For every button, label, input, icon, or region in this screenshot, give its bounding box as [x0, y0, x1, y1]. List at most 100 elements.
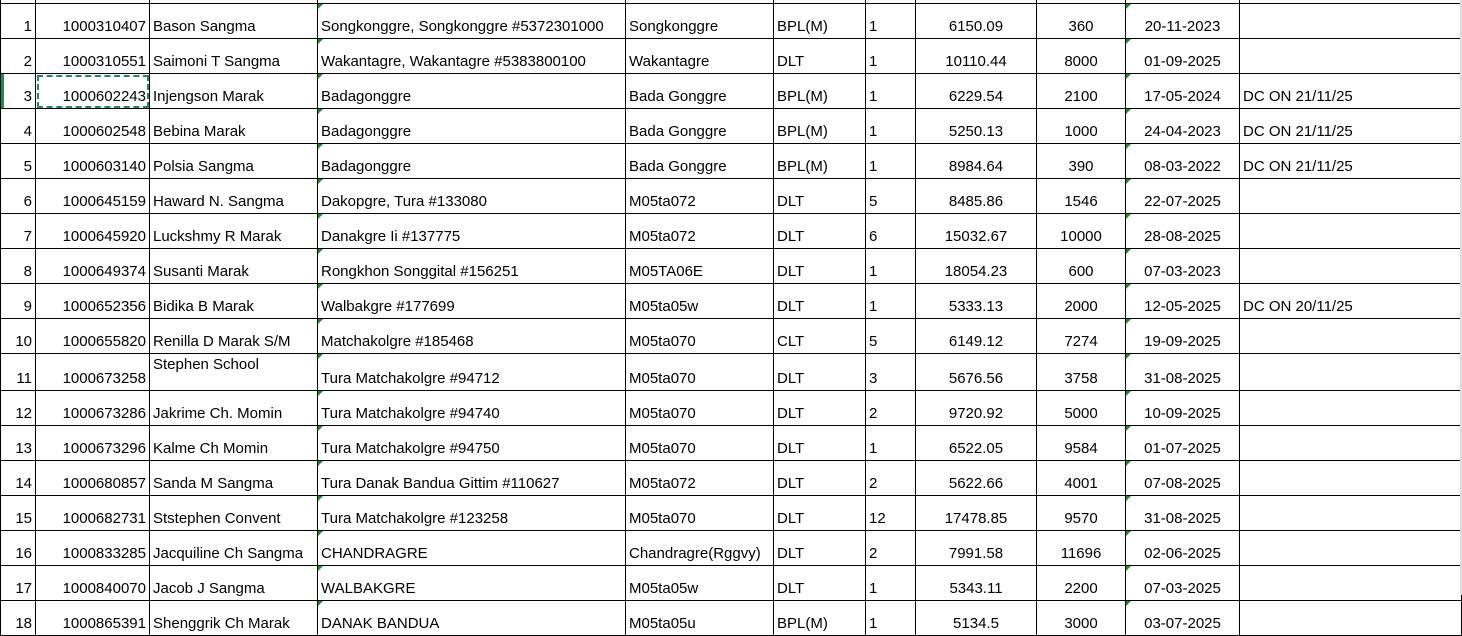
consumer-number-cell[interactable]: 1000673286	[35, 390, 150, 426]
consumer-number-cell[interactable]: 1000645920	[35, 213, 150, 249]
address-cell[interactable]: Tura Matchakolgre #94740	[317, 390, 626, 426]
load-cell[interactable]: 1	[865, 565, 916, 601]
selected-cell[interactable]: 1000602243	[35, 73, 150, 109]
consumer-number-cell[interactable]: 1000603140	[35, 143, 150, 179]
date-cell[interactable]: 20-11-2023	[1125, 3, 1240, 39]
date-cell[interactable]: 01-07-2025	[1125, 425, 1240, 461]
amount-cell[interactable]: 17478.85	[915, 495, 1037, 531]
remarks-cell[interactable]	[1239, 530, 1462, 566]
category-cell[interactable]: BPL(M)	[773, 73, 866, 109]
paid-cell[interactable]: 3000	[1036, 600, 1126, 636]
category-cell[interactable]: DLT	[773, 178, 866, 214]
date-cell[interactable]: 08-03-2022	[1125, 143, 1240, 179]
date-cell[interactable]: 01-09-2025	[1125, 38, 1240, 74]
name-cell[interactable]: Renilla D Marak S/M	[149, 318, 318, 354]
address-cell[interactable]: WALBAKGRE	[317, 565, 626, 601]
category-cell[interactable]: BPL(M)	[773, 143, 866, 179]
paid-cell[interactable]: 10000	[1036, 213, 1126, 249]
area-cell[interactable]: M05ta070	[625, 318, 774, 354]
amount-cell[interactable]: 5622.66	[915, 460, 1037, 496]
remarks-cell[interactable]	[1239, 460, 1462, 496]
name-cell[interactable]: Sanda M Sangma	[149, 460, 318, 496]
area-cell[interactable]: M05ta072	[625, 178, 774, 214]
address-cell[interactable]: Rongkhon Songgital #156251	[317, 248, 626, 284]
address-cell[interactable]: Tura Matchakolgre #94712	[317, 353, 626, 391]
area-cell[interactable]: M05ta072	[625, 460, 774, 496]
address-cell[interactable]: Danakgre Ii #137775	[317, 213, 626, 249]
category-cell[interactable]: DLT	[773, 530, 866, 566]
consumer-number-cell[interactable]: 1000680857	[35, 460, 150, 496]
area-cell[interactable]: Chandragre(Rggvy)	[625, 530, 774, 566]
paid-cell[interactable]: 2100	[1036, 73, 1126, 109]
consumer-number-cell[interactable]: 1000682731	[35, 495, 150, 531]
category-cell[interactable]: DLT	[773, 213, 866, 249]
date-cell[interactable]: 31-08-2025	[1125, 495, 1240, 531]
remarks-cell[interactable]	[1239, 565, 1462, 601]
serial-cell[interactable]: 12	[0, 390, 36, 426]
remarks-cell[interactable]	[1239, 495, 1462, 531]
remarks-cell[interactable]	[1239, 600, 1462, 636]
date-cell[interactable]: 02-06-2025	[1125, 530, 1240, 566]
load-cell[interactable]: 1	[865, 108, 916, 144]
consumer-number-cell[interactable]: 1000833285	[35, 530, 150, 566]
name-cell[interactable]: Bason Sangma	[149, 3, 318, 39]
category-cell[interactable]: BPL(M)	[773, 600, 866, 636]
date-cell[interactable]: 19-09-2025	[1125, 318, 1240, 354]
amount-cell[interactable]: 6149.12	[915, 318, 1037, 354]
consumer-number-cell[interactable]: 1000645159	[35, 178, 150, 214]
date-cell[interactable]: 28-08-2025	[1125, 213, 1240, 249]
amount-cell[interactable]: 5333.13	[915, 283, 1037, 319]
category-cell[interactable]: BPL(M)	[773, 3, 866, 39]
category-cell[interactable]: DLT	[773, 353, 866, 391]
amount-cell[interactable]: 9720.92	[915, 390, 1037, 426]
paid-cell[interactable]: 11696	[1036, 530, 1126, 566]
load-cell[interactable]: 1	[865, 38, 916, 74]
consumer-number-cell[interactable]: 1000310551	[35, 38, 150, 74]
paid-cell[interactable]: 8000	[1036, 38, 1126, 74]
load-cell[interactable]: 3	[865, 353, 916, 391]
load-cell[interactable]: 12	[865, 495, 916, 531]
name-cell[interactable]: Shenggrik Ch Marak	[149, 600, 318, 636]
name-cell[interactable]: Kalme Ch Momin	[149, 425, 318, 461]
address-cell[interactable]: Dakopgre, Tura #133080	[317, 178, 626, 214]
name-cell[interactable]: Haward N. Sangma	[149, 178, 318, 214]
date-cell[interactable]: 24-04-2023	[1125, 108, 1240, 144]
serial-cell[interactable]: 11	[0, 353, 36, 391]
paid-cell[interactable]: 2200	[1036, 565, 1126, 601]
remarks-cell[interactable]: DC ON 20/11/25	[1239, 283, 1462, 319]
category-cell[interactable]: DLT	[773, 38, 866, 74]
paid-cell[interactable]: 600	[1036, 248, 1126, 284]
serial-cell[interactable]: 17	[0, 565, 36, 601]
address-cell[interactable]: Badagonggre	[317, 73, 626, 109]
category-cell[interactable]: CLT	[773, 318, 866, 354]
remarks-cell[interactable]	[1239, 353, 1462, 391]
remarks-cell[interactable]	[1239, 390, 1462, 426]
serial-cell[interactable]: 10	[0, 318, 36, 354]
name-cell[interactable]: Polsia Sangma	[149, 143, 318, 179]
serial-cell[interactable]: 9	[0, 283, 36, 319]
load-cell[interactable]: 2	[865, 390, 916, 426]
serial-cell[interactable]: 3	[0, 73, 36, 109]
date-cell[interactable]: 10-09-2025	[1125, 390, 1240, 426]
area-cell[interactable]: M05ta070	[625, 390, 774, 426]
address-cell[interactable]: Wakantagre, Wakantagre #5383800100	[317, 38, 626, 74]
name-cell[interactable]: Jacquiline Ch Sangma	[149, 530, 318, 566]
paid-cell[interactable]: 9584	[1036, 425, 1126, 461]
address-cell[interactable]: Songkonggre, Songkonggre #5372301000	[317, 3, 626, 39]
amount-cell[interactable]: 6150.09	[915, 3, 1037, 39]
category-cell[interactable]: DLT	[773, 495, 866, 531]
area-cell[interactable]: M05ta05u	[625, 600, 774, 636]
consumer-number-cell[interactable]: 1000652356	[35, 283, 150, 319]
amount-cell[interactable]: 5343.11	[915, 565, 1037, 601]
amount-cell[interactable]: 8984.64	[915, 143, 1037, 179]
category-cell[interactable]: DLT	[773, 390, 866, 426]
serial-cell[interactable]: 4	[0, 108, 36, 144]
address-cell[interactable]: Tura Matchakolgre #123258	[317, 495, 626, 531]
paid-cell[interactable]: 360	[1036, 3, 1126, 39]
consumer-number-cell[interactable]: 1000655820	[35, 318, 150, 354]
date-cell[interactable]: 07-03-2025	[1125, 565, 1240, 601]
amount-cell[interactable]: 10110.44	[915, 38, 1037, 74]
amount-cell[interactable]: 6522.05	[915, 425, 1037, 461]
amount-cell[interactable]: 7991.58	[915, 530, 1037, 566]
remarks-cell[interactable]	[1239, 318, 1462, 354]
